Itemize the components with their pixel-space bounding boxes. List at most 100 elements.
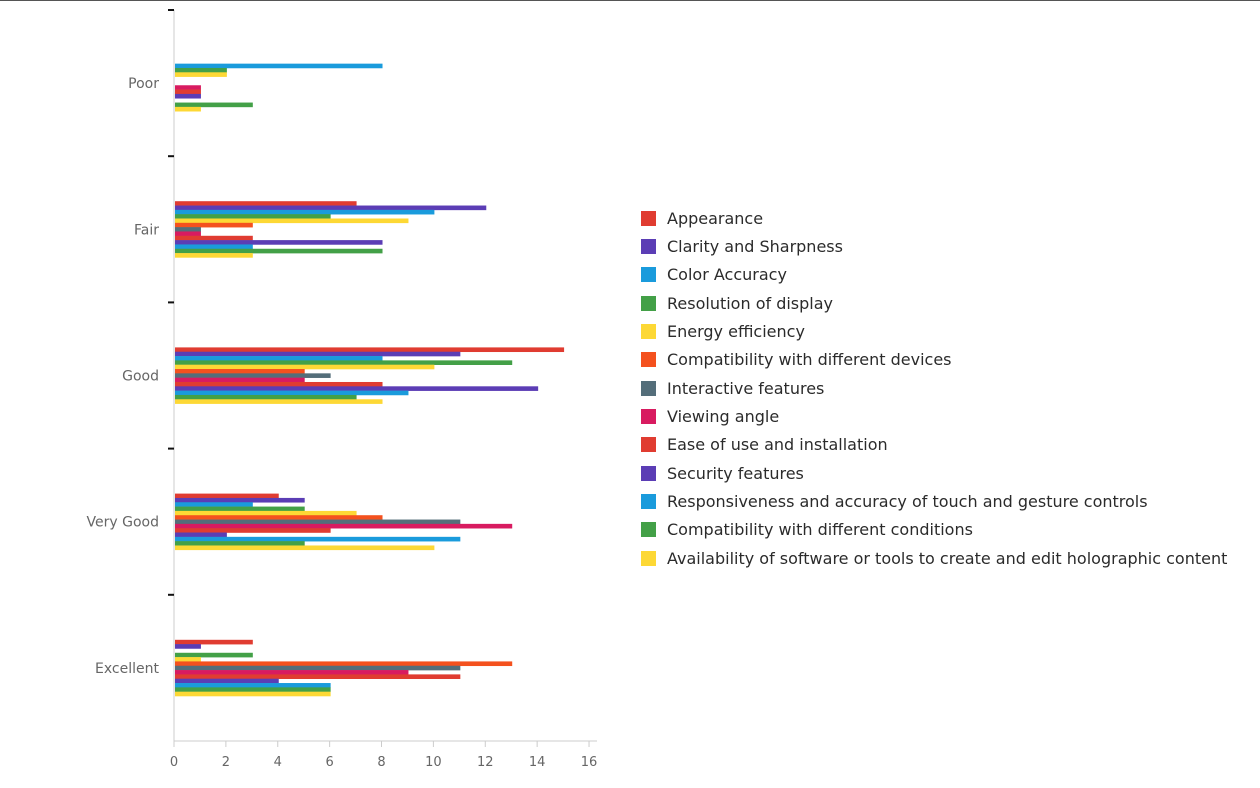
legend-swatch	[641, 380, 656, 396]
bar	[175, 670, 409, 675]
category-label: Very Good	[87, 515, 159, 531]
legend-item[interactable]: Clarity and Sharpness	[641, 232, 1227, 260]
top-border	[0, 0, 1260, 1]
legend-item[interactable]: Compatibility with different conditions	[641, 516, 1227, 544]
x-tick-label: 2	[222, 755, 230, 770]
category-label: Good	[122, 369, 159, 385]
bar	[175, 347, 565, 353]
category-label: Fair	[134, 222, 159, 238]
legend-swatch	[641, 324, 656, 340]
bar	[175, 691, 331, 697]
legend-swatch	[641, 210, 656, 226]
legend-item[interactable]: Color Accuracy	[641, 261, 1227, 289]
legend-label: Viewing angle	[667, 407, 780, 427]
x-tick-label: 0	[170, 755, 178, 770]
legend-swatch	[641, 352, 656, 368]
legend-swatch	[641, 522, 656, 538]
bar	[175, 231, 201, 237]
bar	[175, 665, 461, 671]
legend-label: Responsiveness and accuracy of touch and…	[667, 492, 1148, 512]
legend-label: Clarity and Sharpness	[667, 237, 843, 257]
legend-item[interactable]: Resolution of display	[641, 289, 1227, 317]
bar	[175, 678, 279, 684]
bar	[175, 377, 305, 383]
bar	[175, 644, 201, 649]
bar	[175, 390, 409, 396]
bar	[175, 386, 539, 391]
bar	[175, 674, 461, 680]
bar	[175, 661, 513, 667]
bar	[175, 244, 253, 250]
legend-swatch	[641, 295, 656, 311]
bar	[175, 85, 201, 90]
category-label: Poor	[128, 76, 159, 92]
bar	[175, 523, 513, 529]
legend-item[interactable]: Availability of software or tools to cre…	[641, 544, 1227, 572]
bar	[175, 510, 357, 516]
legend-item[interactable]: Security features	[641, 459, 1227, 487]
legend-item[interactable]: Ease of use and installation	[641, 431, 1227, 459]
x-axis: 0 2 4 6 8 10 12 14 16	[170, 740, 598, 770]
bar	[175, 541, 305, 546]
bar	[175, 515, 383, 520]
bar	[175, 536, 461, 542]
bar	[175, 253, 253, 258]
x-tick-label: 6	[325, 755, 333, 770]
legend-label: Resolution of display	[667, 293, 834, 313]
bar	[175, 369, 305, 374]
bar-chart: Poor Fair Good Very Good Excellent 0 2 4 6 8 10 12…	[87, 9, 598, 770]
bar	[175, 506, 305, 512]
bar	[175, 72, 227, 77]
bar	[175, 218, 409, 224]
legend-swatch	[641, 409, 656, 425]
bar	[175, 497, 305, 503]
legend-label: Energy efficiency	[667, 322, 805, 342]
legend-item[interactable]: Viewing angle	[641, 402, 1227, 430]
bar	[175, 227, 201, 232]
bar	[175, 545, 435, 551]
bars-group	[175, 63, 565, 697]
legend-item[interactable]: Responsiveness and accuracy of touch and…	[641, 487, 1227, 515]
bar	[175, 373, 331, 378]
legend-swatch	[641, 465, 656, 481]
bar	[175, 106, 201, 112]
y-axis: Poor Fair Good Very Good Excellent	[87, 9, 175, 741]
bar	[175, 235, 253, 241]
legend-label: Security features	[667, 463, 804, 483]
bar	[175, 356, 383, 361]
bar	[175, 394, 357, 400]
legend-item[interactable]: Interactive features	[641, 374, 1227, 402]
category-label: Excellent	[95, 661, 159, 677]
legend-label: Ease of use and installation	[667, 435, 888, 455]
bar	[175, 381, 383, 387]
legend-swatch	[641, 437, 656, 453]
legend-label: Appearance	[667, 208, 764, 228]
bar	[175, 687, 331, 692]
legend-label: Availability of software or tools to cre…	[667, 548, 1228, 568]
bar	[175, 209, 435, 215]
bar	[175, 657, 201, 662]
legend-swatch	[641, 239, 656, 255]
bar	[175, 102, 253, 108]
legend-swatch	[641, 267, 656, 283]
bar	[175, 205, 487, 211]
x-tick-label: 14	[529, 755, 546, 770]
x-tick-label: 8	[377, 755, 385, 770]
legend-swatch	[641, 494, 656, 510]
bar	[175, 89, 201, 95]
bar	[175, 201, 357, 206]
bar	[175, 519, 461, 525]
bar	[175, 683, 331, 688]
bar	[175, 652, 253, 658]
legend-item[interactable]: Compatibility with different devices	[641, 346, 1227, 374]
bar	[175, 222, 253, 228]
bar	[175, 351, 461, 357]
x-tick-label: 16	[581, 755, 598, 770]
bar	[175, 63, 383, 69]
x-tick-label: 12	[477, 755, 494, 770]
bar	[175, 502, 253, 507]
bar	[175, 364, 435, 370]
legend-swatch	[641, 550, 656, 566]
legend-item[interactable]: Energy efficiency	[641, 317, 1227, 345]
legend-item[interactable]: Appearance	[641, 204, 1227, 232]
